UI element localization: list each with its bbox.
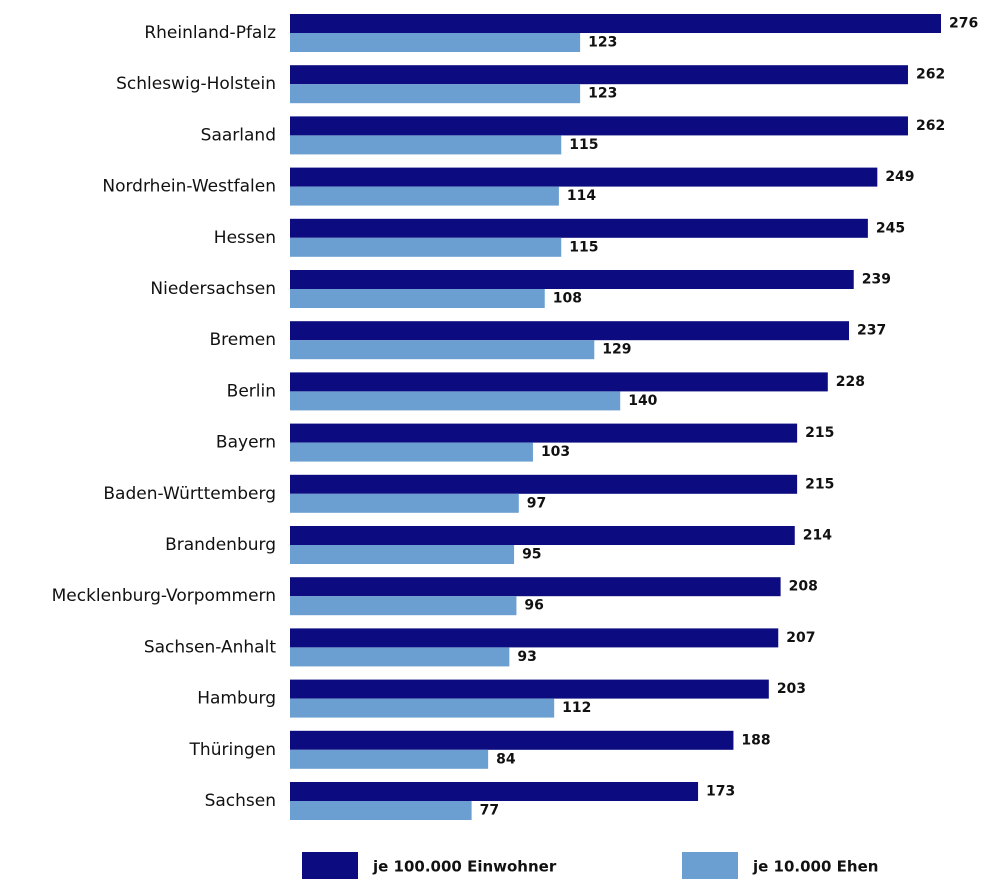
bar — [290, 340, 595, 360]
bar — [290, 321, 850, 341]
bar — [290, 474, 798, 494]
category-label: Berlin — [227, 381, 276, 401]
value-label: 188 — [741, 732, 770, 748]
category-label: Schleswig-Holstein — [116, 74, 276, 94]
bar — [290, 289, 545, 308]
bar — [290, 698, 555, 718]
legend-swatch — [682, 852, 738, 879]
bar — [290, 167, 878, 187]
bar — [290, 14, 942, 33]
bar — [290, 270, 854, 289]
category-label: Rheinland-Pfalz — [144, 23, 276, 43]
value-label: 228 — [836, 374, 865, 390]
category-label: Hessen — [214, 228, 276, 248]
value-label: 215 — [805, 476, 834, 492]
value-label: 262 — [916, 118, 945, 134]
legend-swatch — [302, 852, 358, 879]
value-label: 140 — [628, 393, 657, 409]
bar — [290, 493, 519, 513]
category-label: Mecklenburg-Vorpommern — [52, 586, 276, 606]
bar — [290, 65, 908, 85]
value-label: 203 — [777, 681, 806, 697]
value-label: 276 — [949, 16, 978, 32]
category-label: Niedersachsen — [150, 279, 276, 299]
value-label: 77 — [480, 803, 499, 819]
bar — [290, 218, 868, 238]
category-label: Sachsen — [205, 791, 276, 811]
value-label: 108 — [553, 291, 582, 307]
category-label: Baden-Württemberg — [103, 484, 276, 504]
legend-label: je 10.000 Ehen — [752, 858, 878, 876]
bar — [290, 596, 517, 616]
bar — [290, 135, 562, 155]
value-label: 123 — [588, 35, 617, 51]
bar — [290, 84, 581, 104]
bar — [290, 577, 781, 597]
bar — [290, 730, 734, 750]
value-label: 262 — [916, 67, 945, 83]
value-label: 103 — [541, 444, 570, 460]
bar — [290, 801, 472, 820]
bar — [290, 749, 489, 769]
category-label: Nordrhein-Westfalen — [102, 177, 276, 197]
value-label: 214 — [803, 528, 832, 544]
value-label: 207 — [786, 630, 815, 646]
value-label: 112 — [562, 700, 591, 716]
bar — [290, 391, 621, 411]
bar — [290, 33, 581, 52]
category-label: Bremen — [209, 330, 276, 350]
bar — [290, 679, 769, 699]
value-label: 173 — [706, 784, 735, 800]
value-label: 95 — [522, 547, 541, 563]
value-label: 208 — [789, 579, 818, 595]
category-label: Hamburg — [197, 689, 276, 709]
value-label: 249 — [885, 169, 914, 185]
value-label: 115 — [569, 239, 598, 255]
value-label: 129 — [602, 342, 631, 358]
category-label: Brandenburg — [165, 535, 276, 555]
value-label: 93 — [517, 649, 536, 665]
bar — [290, 116, 908, 136]
bar — [290, 423, 798, 443]
bar — [290, 372, 828, 392]
value-label: 215 — [805, 425, 834, 441]
bar — [290, 628, 779, 648]
value-label: 239 — [862, 272, 891, 288]
bar — [290, 186, 559, 206]
bar — [290, 442, 533, 462]
value-label: 245 — [876, 220, 905, 236]
bar — [290, 526, 795, 545]
value-label: 115 — [569, 137, 598, 153]
value-label: 84 — [496, 751, 516, 767]
bar — [290, 647, 510, 667]
legend-label: je 100.000 Einwohner — [372, 858, 557, 876]
bar — [290, 545, 515, 564]
category-label: Saarland — [201, 125, 276, 145]
value-label: 96 — [524, 598, 543, 614]
value-label: 114 — [567, 188, 596, 204]
category-label: Sachsen-Anhalt — [144, 637, 276, 657]
value-label: 123 — [588, 86, 617, 102]
category-label: Thüringen — [189, 740, 276, 760]
category-label: Bayern — [216, 433, 276, 453]
value-label: 97 — [527, 495, 546, 511]
bar — [290, 782, 699, 801]
value-label: 237 — [857, 323, 886, 339]
bar — [290, 237, 562, 257]
